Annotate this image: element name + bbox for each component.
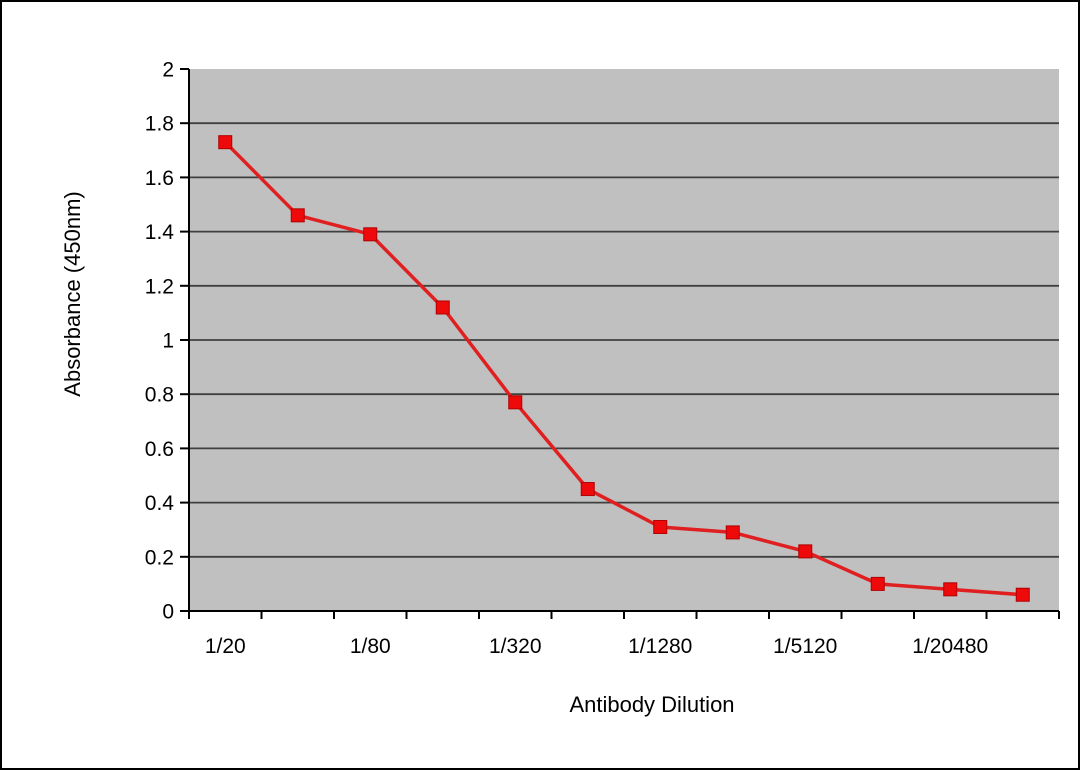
x-tick-label: 1/5120 (773, 635, 837, 658)
y-tick-label: 1.8 (145, 113, 174, 136)
x-tick-label: 1/80 (350, 635, 391, 658)
y-tick-label: 1.6 (145, 167, 174, 190)
data-point-marker (580, 482, 595, 497)
data-point-marker (218, 135, 233, 150)
y-tick-label: 1.4 (145, 221, 175, 244)
x-tick-label: 1/320 (489, 635, 542, 658)
data-point-marker (1015, 587, 1030, 602)
y-axis-title: Absorbance (450nm) (60, 191, 85, 396)
data-point-marker (870, 576, 885, 591)
plot-layer: 0 0.2 0.4 0.6 0.8 1 1.2 1.4 1.6 1.8 2 1/20 1/80 1/320… (145, 59, 1060, 658)
series-line (224, 140, 1023, 597)
y-tick-label: 0 (162, 601, 174, 624)
y-tick-label: 1 (162, 330, 174, 353)
data-point-marker (798, 544, 813, 559)
x-axis-title: Antibody Dilution (569, 692, 734, 717)
y-tick-label: 2 (162, 59, 174, 82)
x-tick-label: 1/1280 (628, 635, 692, 658)
x-tick-label: 1/20480 (912, 635, 988, 658)
data-point-marker (653, 519, 668, 534)
y-tick-label: 0.8 (145, 384, 174, 407)
data-point-marker (943, 582, 958, 597)
y-tick-label: 1.2 (145, 275, 174, 298)
y-tick-label: 0.2 (145, 546, 174, 569)
y-tick-label: 0.4 (145, 492, 175, 515)
data-point-marker (363, 227, 378, 242)
y-tick-label: 0.6 (145, 438, 174, 461)
data-point-marker (435, 300, 450, 315)
data-point-marker (725, 525, 740, 540)
data-point-marker (290, 208, 305, 223)
x-tick-label: 1/20 (205, 635, 246, 658)
data-point-marker (508, 395, 523, 410)
